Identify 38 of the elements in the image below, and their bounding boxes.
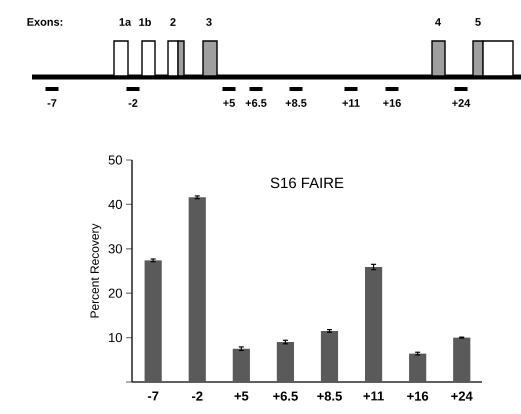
text: 1a (120, 18, 132, 26)
bar (320, 330, 338, 382)
text: +6.5 (246, 99, 267, 107)
x-tick-label: +16 (407, 392, 428, 401)
text: +5 (223, 99, 235, 107)
bar (144, 260, 162, 382)
bar (409, 354, 426, 382)
text: +24 (452, 99, 470, 107)
bar (453, 338, 470, 382)
x-tick-label: +8.5 (317, 392, 342, 401)
text: 1b (139, 18, 151, 26)
bar (232, 348, 250, 382)
text: +11 (342, 99, 360, 107)
x-tick-label: -2 (192, 392, 202, 401)
text: 4 (435, 18, 441, 26)
bar (188, 197, 206, 382)
text: S16 FAIRE (270, 178, 344, 188)
text: Exons: (27, 18, 62, 26)
y-tick-label: 50 (108, 155, 122, 165)
y-axis-title: Percent Recovery (90, 224, 102, 318)
x-tick-label: +24 (451, 392, 473, 401)
bar (276, 342, 294, 382)
text: +16 (383, 99, 401, 107)
text: 5 (475, 18, 481, 26)
x-tick-label: -7 (148, 392, 158, 400)
text: +8.5 (286, 99, 307, 107)
text: -7 (48, 99, 56, 107)
text: 2 (170, 18, 176, 26)
y-tick-label: 30 (108, 244, 122, 254)
y-tick-label: 10 (109, 333, 122, 342)
x-tick-label: +6.5 (273, 392, 298, 401)
text: 3 (206, 18, 212, 26)
x-tick-label: +5 (234, 392, 248, 401)
x-tick-label: +11 (363, 392, 384, 400)
bar (364, 267, 382, 382)
text: -2 (128, 99, 138, 107)
y-tick-label: 20 (108, 288, 122, 298)
y-tick-label: 40 (108, 200, 122, 209)
